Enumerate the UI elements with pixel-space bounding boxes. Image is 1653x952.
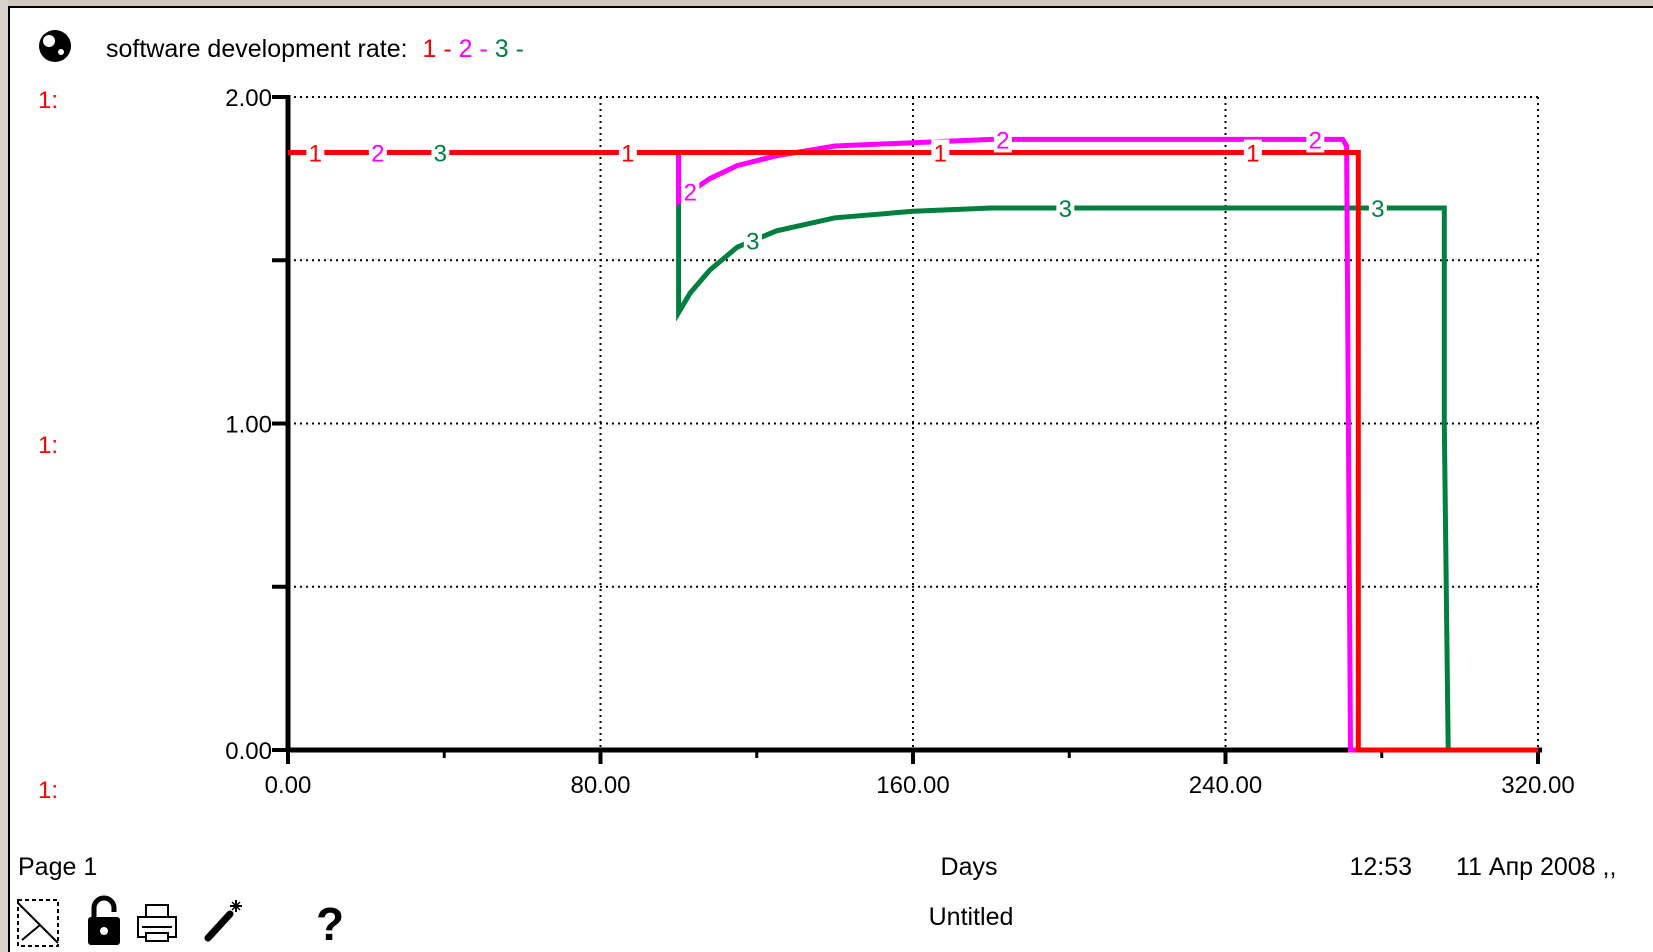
y-tick-label: 2.00 <box>225 85 272 112</box>
pencil-crossed-icon[interactable] <box>17 899 59 947</box>
help-icon[interactable]: ? <box>316 898 344 950</box>
x-tick-label: 320.00 <box>1501 772 1574 799</box>
series-3-marker: 3 <box>1371 196 1384 223</box>
plot-area: 0.00 1.00 2.00 0.00 80.00 160.00 240.00 320.00 1… <box>225 85 1574 799</box>
series-1-line <box>288 150 1538 753</box>
globe-icon[interactable] <box>39 30 71 62</box>
series-3-marker-bg <box>743 227 762 254</box>
series-1-marker: 1 <box>934 141 947 168</box>
series-1-marker-bg <box>306 139 325 166</box>
series-1-marker-bg <box>1243 139 1262 166</box>
page-label[interactable]: Page 1 <box>18 853 97 881</box>
legend-series-2: 2 <box>459 35 473 63</box>
y-tick-label: 1.00 <box>225 412 272 439</box>
x-tick-label: 160.00 <box>876 772 949 799</box>
legend-sep-1: - <box>443 35 458 63</box>
series-1-marker: 1 <box>1246 141 1259 168</box>
timestamp-date: 11 Апр 2008 ,, <box>1456 853 1616 881</box>
series-1-marker: 1 <box>309 141 322 168</box>
legend-series-1: 1 <box>423 35 437 63</box>
legend-title: software development rate: 1 - 2 - 3 - <box>106 35 524 63</box>
timestamp-time: 12:53 <box>1349 853 1412 881</box>
x-tick-label: 0.00 <box>265 772 312 799</box>
series-2-marker-bg <box>993 126 1012 153</box>
y-axis-tag-mid: 1: <box>38 432 58 459</box>
series-1-marker-bg <box>618 139 637 166</box>
legend-series-3: 3 <box>495 35 509 63</box>
magic-wand-icon[interactable] <box>204 900 242 942</box>
y-tick-label: 0.00 <box>225 738 272 765</box>
series-2-marker-bg <box>368 139 387 166</box>
series-3-marker: 3 <box>1059 196 1072 223</box>
printer-icon[interactable] <box>137 904 177 942</box>
series-3-marker: 3 <box>746 229 759 256</box>
series-3-marker: 3 <box>434 141 447 168</box>
series-1-marker: 1 <box>621 141 634 168</box>
y-axis-tag-bottom: 1: <box>38 777 58 804</box>
series-3-line <box>288 150 1538 753</box>
series-3-marker-bg <box>1368 195 1387 222</box>
window-edge-left <box>0 0 8 952</box>
series-2-marker-bg <box>681 178 700 205</box>
legend-sep-3: - <box>516 35 524 63</box>
series-2-marker-bg <box>1306 126 1325 153</box>
document-title: Untitled <box>929 903 1014 931</box>
series-2-marker: 2 <box>371 141 384 168</box>
series-2-marker: 2 <box>1309 127 1322 154</box>
y-axis-tag-top: 1: <box>38 87 58 114</box>
series-1-marker-bg <box>931 139 950 166</box>
lock-icon[interactable] <box>88 895 120 945</box>
graph-page <box>8 6 1653 952</box>
series-3-marker-bg <box>431 139 450 166</box>
window-edge-top <box>0 0 1653 6</box>
legend-title-text: software development rate: <box>106 35 408 63</box>
series-3-marker-bg <box>1056 195 1075 222</box>
x-axis-label: Days <box>941 853 998 881</box>
x-tick-label: 240.00 <box>1189 772 1262 799</box>
series-2-marker: 2 <box>996 127 1009 154</box>
legend-sep-2: - <box>480 35 495 63</box>
x-tick-label: 80.00 <box>570 772 630 799</box>
series-2-marker: 2 <box>684 180 697 207</box>
